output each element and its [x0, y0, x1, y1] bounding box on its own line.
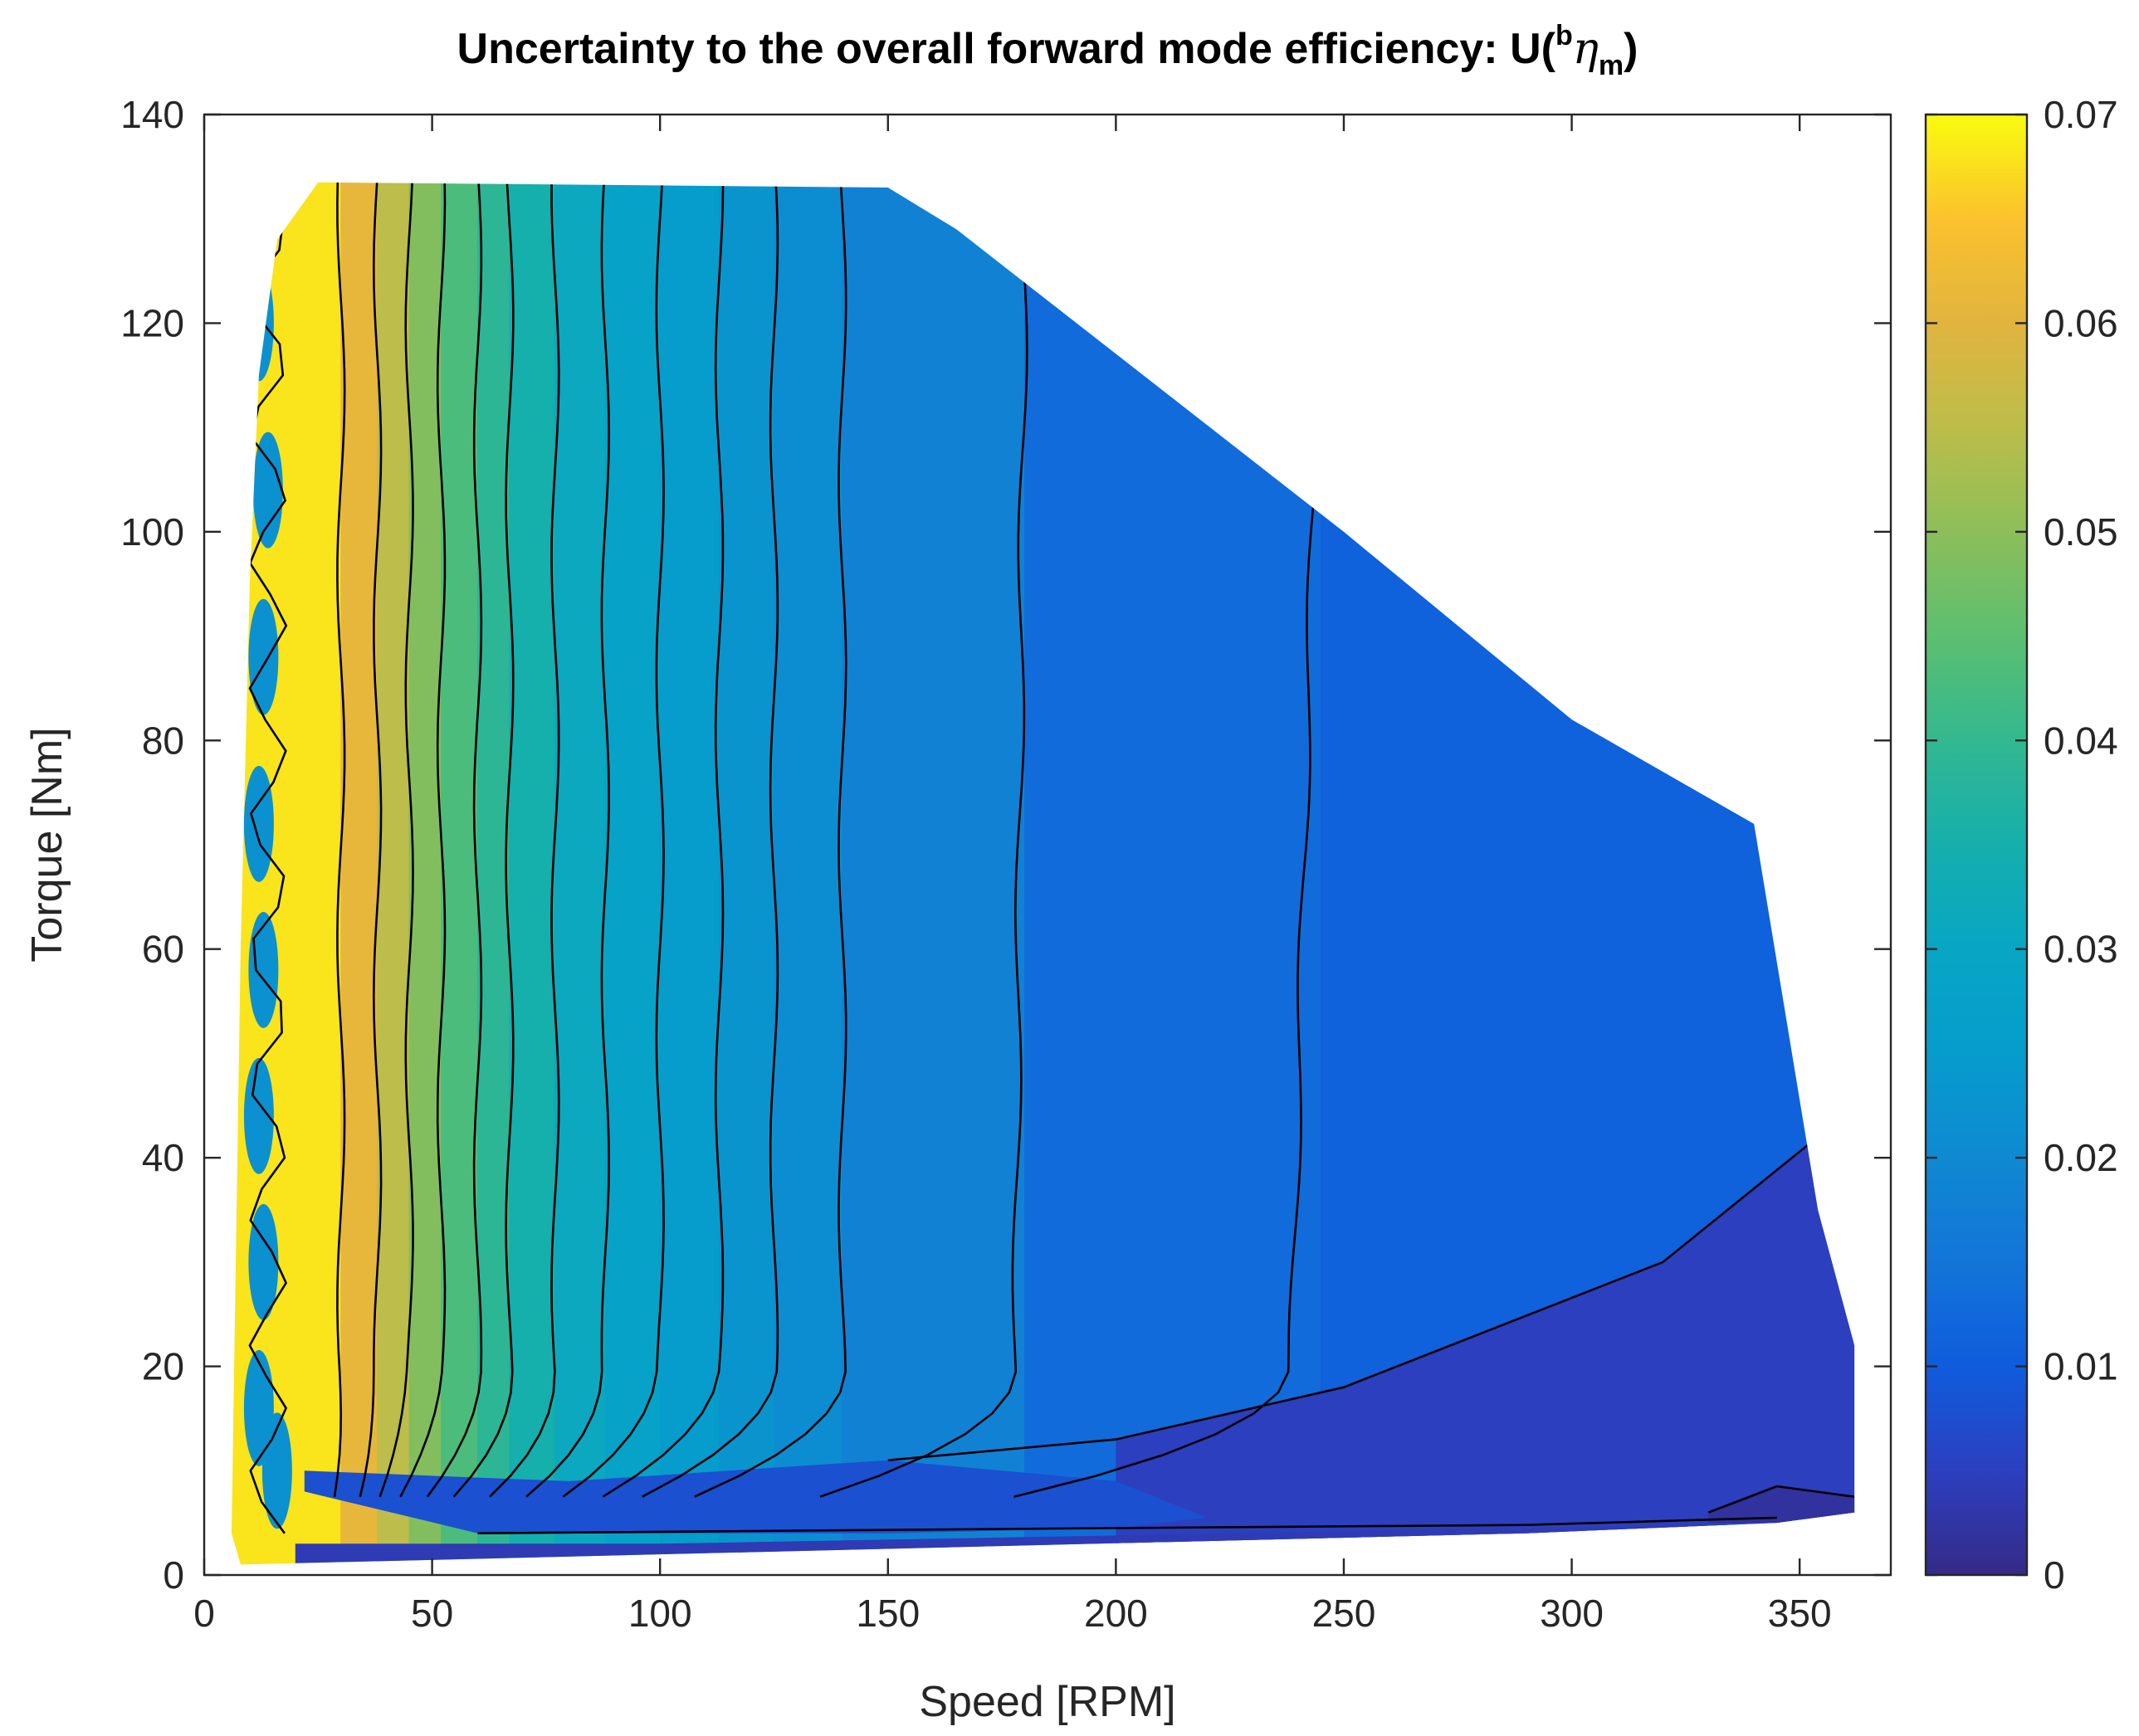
contour-line-2: [378, 182, 414, 1498]
band-5: [477, 182, 510, 1565]
contour-line-5: [452, 182, 515, 1498]
contour-low-torque: [887, 1135, 1819, 1461]
band-9: [659, 182, 720, 1565]
title-eta: η: [1573, 24, 1599, 74]
contour-line-4: [426, 182, 483, 1498]
contour-lowest: [1707, 1485, 1855, 1514]
title-subscript: m: [1599, 50, 1624, 81]
band-10: [719, 182, 774, 1565]
band-8: [604, 182, 661, 1565]
band-11: [773, 182, 843, 1565]
x-tick-label-1: 50: [411, 1592, 453, 1635]
band-6: [509, 182, 556, 1565]
edge-blob-4: [248, 911, 279, 1028]
colorbar-axis: 0 0.01 0.02 0.03 0.04 0.05 0.06 0.07: [1926, 93, 2118, 1597]
contour-line-6: [489, 182, 560, 1498]
colorbar-tick-label-7: 0.07: [2044, 93, 2118, 136]
edge-blob-2: [248, 598, 279, 715]
edge-blob-1: [252, 432, 283, 549]
y-tick-label-4: 80: [142, 719, 184, 762]
contour-left-edge: [248, 187, 288, 1534]
band-1: [340, 182, 378, 1565]
colorbar-tick-label-0: 0: [2044, 1553, 2065, 1597]
contour-fill-bands: [232, 182, 1855, 1565]
band-2: [377, 182, 410, 1565]
band-7: [554, 182, 606, 1565]
title-close-paren: ): [1624, 25, 1638, 73]
x-tick-label-0: 0: [193, 1592, 215, 1635]
band-4: [441, 182, 479, 1565]
contour-line-0: [333, 182, 346, 1497]
contour-line-10: [642, 182, 779, 1498]
contour-line-12: [819, 182, 1028, 1498]
y-tick-label-7: 140: [120, 93, 184, 136]
contour-line-8: [562, 182, 665, 1498]
contour-line-1: [359, 182, 383, 1497]
y-axis: 0 20 40 60 80 100 120 140: [120, 93, 1891, 1597]
x-tick-label-7: 350: [1768, 1592, 1832, 1635]
x-tick-label-5: 250: [1312, 1592, 1376, 1635]
colorbar-tick-label-6: 0.06: [2044, 301, 2118, 344]
contour-floor: [477, 1516, 1777, 1534]
contour-line-9: [602, 182, 725, 1498]
y-tick-label-6: 120: [120, 301, 184, 344]
y-axis-label: Torque [Nm]: [23, 727, 71, 962]
low-torque-region: [1116, 1137, 1855, 1565]
contour-line-7: [525, 182, 611, 1498]
colorbar-tick-label-1: 0.01: [2044, 1345, 2118, 1388]
chart-title: Uncertainty to the overall forward mode …: [457, 20, 1638, 81]
x-tick-label-6: 300: [1540, 1592, 1604, 1635]
y-tick-label-2: 40: [142, 1136, 184, 1179]
title-superscript: b: [1555, 20, 1573, 51]
colorbar-tick-label-4: 0.04: [2044, 719, 2118, 762]
axes-box: [203, 113, 1892, 1577]
contour-line-3: [399, 182, 447, 1498]
band-3: [408, 182, 442, 1565]
x-tick-label-4: 200: [1084, 1592, 1148, 1635]
x-tick-label-3: 150: [856, 1592, 920, 1635]
edge-blob-3: [243, 765, 274, 882]
title-main: Uncertainty to the overall forward mode …: [457, 25, 1556, 73]
edge-blob-5: [243, 1057, 274, 1174]
band-12: [842, 182, 1026, 1565]
x-axis-label: Speed [RPM]: [919, 1678, 1175, 1726]
contour-lines: [248, 182, 1855, 1534]
x-tick-label-2: 100: [628, 1592, 692, 1635]
colorbar: [1924, 113, 2029, 1577]
low-fan-region: [304, 1460, 1208, 1534]
colorbar-tick-label-3: 0.03: [2044, 928, 2118, 971]
contour-line-11: [694, 182, 847, 1498]
colorbar-tick-label-5: 0.05: [2044, 510, 2118, 553]
edge-blob-6: [248, 1203, 279, 1320]
y-tick-label-3: 60: [142, 928, 184, 971]
colorbar-tick-label-2: 0.02: [2044, 1136, 2118, 1179]
y-tick-label-1: 20: [142, 1345, 184, 1388]
y-tick-label-0: 0: [163, 1553, 184, 1597]
y-tick-label-5: 100: [120, 510, 184, 553]
x-axis: 0 50 100 150 200 250 300 350: [193, 115, 1832, 1635]
